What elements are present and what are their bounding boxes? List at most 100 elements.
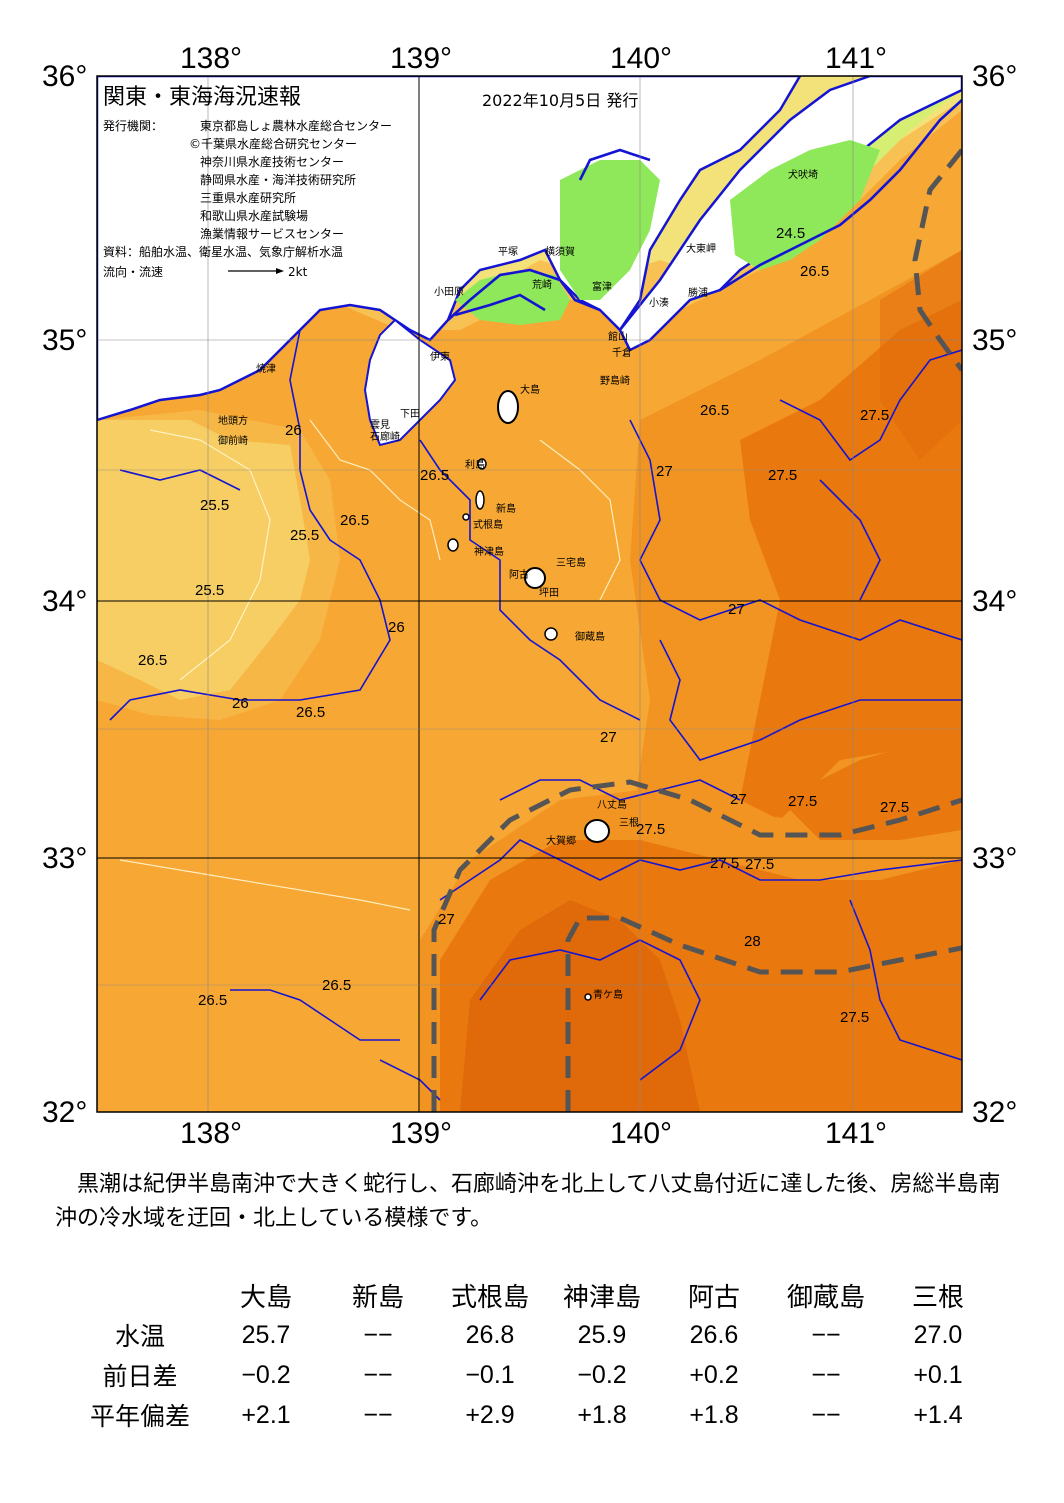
place-label-mikurajima: 御蔵島 (575, 630, 605, 643)
table-cell: −− (811, 1360, 841, 1389)
place-label-nojimazaki: 野島崎 (600, 374, 630, 387)
island-niijima (475, 490, 485, 510)
contour-label-26-5-f: 26.5 (322, 977, 351, 994)
island-toshima (477, 458, 487, 470)
contour-label-25-5-b: 25.5 (195, 582, 224, 599)
contour-label-27-e: 27 (730, 791, 747, 808)
table-cell: −0.2 (241, 1360, 291, 1389)
column-header-shikinejima: 式根島 (450, 1282, 529, 1313)
water-27-5-se (780, 740, 962, 840)
island-miyakejima (524, 567, 546, 589)
row-label-water-temp: 水温 (114, 1322, 165, 1351)
lon-label-top-141: 141° (825, 42, 887, 75)
contour-label-27-5-g: 27.5 (860, 407, 889, 424)
water-26-west (97, 410, 340, 720)
contour-label-26-5-h: 26.5 (800, 263, 829, 280)
contour-label-26-5-e: 26.5 (700, 402, 729, 419)
contour-label-28-a: 28 (744, 933, 761, 950)
place-label-kominato: 小湊 (649, 296, 669, 309)
table-cell: +2.1 (241, 1400, 291, 1429)
contour-label-25-5-c: 25.5 (290, 527, 319, 544)
lat-label-right-33: 33° (972, 842, 1017, 875)
map-title: 関東・東海海況速報 (103, 85, 301, 110)
place-label-yaizu: 焼津 (256, 363, 276, 375)
issuer-6: 和歌山県水産試験場 (200, 208, 308, 223)
place-label-arasaki: 荒崎 (532, 278, 552, 291)
lon-label-bottom-140: 140° (610, 1117, 672, 1150)
place-label-futtsu: 富津 (592, 280, 612, 293)
island-oshima (497, 390, 519, 424)
issuer-1: 東京都島しょ農林水産総合センター (200, 118, 392, 133)
table-cell: 26.8 (465, 1320, 515, 1349)
place-label-mitsune: 三根 (619, 816, 639, 829)
table-cell: +1.8 (689, 1400, 739, 1429)
lon-label-top-140: 140° (610, 42, 672, 75)
contour-label-27-5-c: 27.5 (880, 799, 909, 816)
place-label-aogashima: 青ケ島 (593, 988, 623, 1001)
table-cell: 25.7 (241, 1320, 291, 1349)
lat-label-left-36: 36° (42, 60, 87, 93)
table-row-day-diff: 前日差 −0.2 −− −0.1 −0.2 +0.2 −− +0.1 (70, 1355, 994, 1395)
contour-label-27-c: 27 (656, 463, 673, 480)
lon-label-bottom-138: 138° (180, 1117, 242, 1150)
place-label-miyakejima: 三宅島 (556, 556, 586, 569)
contour-label-26-5-g: 26.5 (198, 992, 227, 1009)
column-header-niijima: 新島 (351, 1282, 404, 1313)
column-header-mikurajima: 御蔵島 (786, 1282, 865, 1313)
contour-label-27-5-b: 27.5 (710, 855, 739, 872)
coastal-isotherms (447, 99, 962, 321)
contour-label-26-5-c: 26.5 (340, 512, 369, 529)
flow-scale-arrow (228, 268, 284, 274)
contour-label-26-b: 26 (388, 619, 405, 636)
lat-label-left-34: 34° (42, 585, 87, 618)
table-cell: −− (811, 1400, 841, 1429)
table-cell: −0.2 (577, 1360, 627, 1389)
place-label-ako: 阿古 (509, 568, 529, 581)
lat-label-right-36: 36° (972, 60, 1017, 93)
issue-date: 2022年10月5日 発行 (482, 91, 638, 110)
summary-text-block: 黒潮は紀伊半島南沖で大きく蛇行し、石廊崎沖を北上して八丈島付近に達した後、房総半… (55, 1168, 1015, 1236)
issuer-7: 漁業情報サービスセンター (200, 227, 344, 241)
place-label-niijima: 新島 (496, 502, 516, 515)
lon-label-bottom-139: 139° (390, 1117, 452, 1150)
table-row-water-temp: 水温 25.7 −− 26.8 25.9 26.6 −− 27.0 (70, 1315, 994, 1355)
table-cell: 25.9 (577, 1320, 627, 1349)
place-labels: 大島 利島 新島 式根島 神津島 三宅島 阿古 坪田 御蔵島 八丈島 三根 大賀… (218, 168, 818, 1001)
table-cell: +1.8 (577, 1400, 627, 1429)
table-cell: −− (363, 1360, 393, 1389)
place-label-toshima: 利島 (465, 458, 485, 471)
table-row-anomaly: 平年偏差 +2.1 −− +2.9 +1.8 +1.8 −− +1.4 (70, 1395, 994, 1435)
place-label-shikinejima: 式根島 (473, 518, 503, 531)
table-corner (70, 1275, 210, 1315)
place-label-kumomi: 雲見 (370, 419, 390, 431)
lat-label-left-33: 33° (42, 842, 87, 875)
contour-label-25-5-a: 25.5 (200, 497, 229, 514)
lon-label-top-139: 139° (390, 42, 452, 75)
contour-label-27-5-a: 27.5 (745, 856, 774, 873)
flow-legend-label: 流向・流速 (103, 264, 163, 279)
place-label-tsubota: 坪田 (539, 586, 559, 599)
water-27-5-northeast (880, 250, 962, 460)
column-header-mitsune: 三根 (911, 1282, 964, 1313)
table-header-row: 大島 新島 式根島 神津島 阿古 御蔵島 三根 (70, 1275, 994, 1315)
row-label-day-diff: 前日差 (102, 1362, 178, 1391)
lat-label-right-32: 32° (972, 1096, 1017, 1129)
place-label-katsuura: 勝浦 (688, 286, 708, 299)
place-label-chikura: 千倉 (612, 346, 632, 359)
lat-label-right-34: 34° (972, 585, 1017, 618)
place-label-kozushima: 神津島 (474, 545, 504, 558)
land-boso-green (730, 140, 880, 270)
place-label-jitogata: 地頭方 (218, 414, 248, 427)
lon-label-top-138: 138° (180, 42, 242, 75)
place-label-omaezaki: 御前崎 (218, 434, 248, 447)
place-label-shimoda: 下田 (400, 409, 420, 420)
table-cell: 26.6 (689, 1320, 739, 1349)
sea-temperature-map: 138° 139° 140° 141° 138° 139° 140° 141° … (42, 42, 1017, 1150)
contour-label-27-d: 27 (438, 911, 455, 928)
place-label-taitomisaki: 大東岬 (686, 242, 716, 255)
land-chiba-green (560, 160, 660, 300)
contour-label-27-5-h: 27.5 (788, 793, 817, 810)
place-label-odawara: 小田原 (434, 286, 464, 298)
column-header-ako: 阿古 (687, 1282, 740, 1313)
column-header-kozushima: 神津島 (562, 1282, 641, 1313)
